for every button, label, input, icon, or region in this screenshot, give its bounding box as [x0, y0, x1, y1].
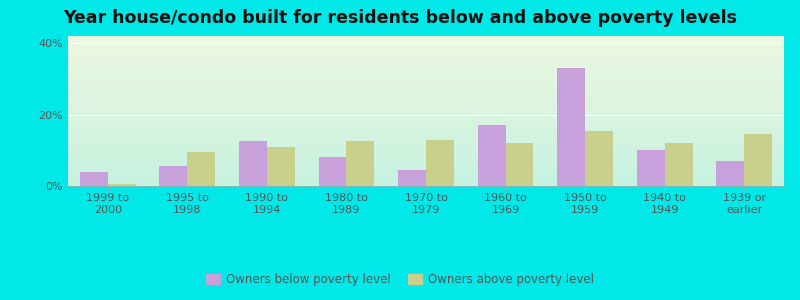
Bar	[478, 125, 506, 186]
Bar	[318, 158, 346, 186]
Bar	[346, 141, 374, 186]
Bar	[716, 161, 744, 186]
Bar	[108, 184, 136, 186]
Bar	[80, 172, 108, 186]
Bar	[744, 134, 772, 186]
Bar	[665, 143, 693, 186]
Text: Year house/condo built for residents below and above poverty levels: Year house/condo built for residents bel…	[63, 9, 737, 27]
Bar	[637, 150, 665, 186]
Bar	[506, 143, 534, 186]
Bar	[239, 141, 267, 186]
Bar	[426, 140, 454, 186]
Legend: Owners below poverty level, Owners above poverty level: Owners below poverty level, Owners above…	[201, 269, 599, 291]
Bar	[159, 167, 187, 186]
Bar	[398, 170, 426, 186]
Bar	[558, 68, 585, 186]
Bar	[267, 147, 294, 186]
Bar	[585, 130, 613, 186]
Bar	[187, 152, 215, 186]
